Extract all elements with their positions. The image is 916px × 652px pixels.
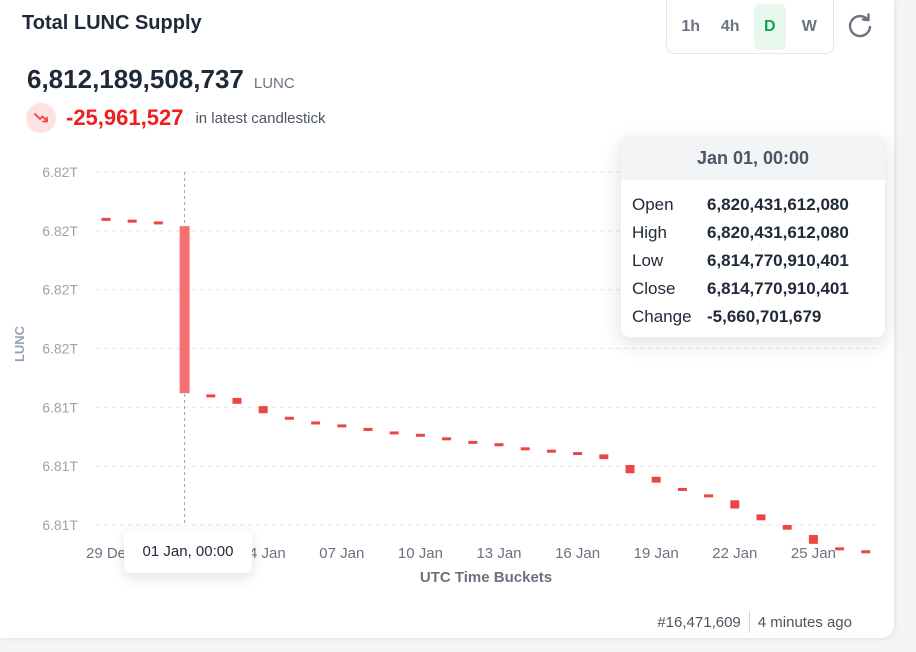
candle[interactable] (599, 454, 609, 460)
candle[interactable] (835, 547, 845, 551)
candle[interactable] (153, 221, 163, 225)
y-axis-ticks: 6.82T 6.82T 6.82T 6.82T 6.81T 6.81T 6.81T (42, 164, 78, 533)
tooltip-value: -5,660,701,679 (707, 307, 822, 326)
y-tick-label: 6.82T (42, 282, 78, 298)
candle[interactable] (468, 440, 478, 444)
crosshair-time-label: 01 Jan, 00:00 (124, 531, 252, 573)
timeframe-1h-button[interactable]: 1h (681, 17, 701, 35)
candle[interactable] (442, 437, 452, 441)
candle[interactable] (415, 433, 425, 437)
tooltip-key: Low (632, 251, 664, 270)
tooltip-key: Close (632, 279, 676, 298)
y-axis-label: LUNC (12, 325, 27, 362)
candle[interactable] (520, 447, 530, 451)
change-value: -25,961,527 (66, 105, 184, 130)
supply-value: 6,812,189,508,737 (27, 64, 244, 94)
candle[interactable] (808, 535, 818, 544)
candle[interactable] (311, 421, 321, 425)
tooltip-header: Jan 01, 00:00 (621, 137, 885, 180)
tooltip-value: 6,814,770,910,401 (707, 279, 849, 298)
updated-time: 4 minutes ago (757, 613, 852, 631)
tooltip-value: 6,814,770,910,401 (707, 251, 849, 270)
candle[interactable] (861, 550, 871, 554)
candle[interactable] (677, 487, 687, 491)
x-tick-label: 19 Jan (634, 545, 679, 562)
y-tick-label: 6.82T (42, 341, 78, 357)
y-tick-label: 6.82T (42, 164, 78, 180)
supply-summary: 6,812,189,508,737 LUNC (27, 64, 295, 95)
x-axis-title: UTC Time Buckets (420, 569, 552, 586)
timeframe-selector: 1h 4h D W (666, 0, 834, 54)
tooltip-row-low: Low 6,814,770,910,401 (621, 247, 885, 275)
y-tick-label: 6.81T (42, 517, 78, 533)
candle[interactable] (363, 427, 373, 431)
timeframe-4h-button[interactable]: 4h (720, 17, 740, 35)
y-tick-label: 6.81T (42, 458, 78, 474)
tooltip-value: 6,820,431,612,080 (707, 223, 849, 242)
x-tick-label: 22 Jan (712, 545, 757, 562)
candle[interactable] (101, 217, 111, 221)
y-tick-label: 6.82T (42, 223, 78, 239)
tooltip-key: Open (632, 195, 674, 214)
tooltip-row-close: Close 6,814,770,910,401 (621, 275, 885, 303)
candle[interactable] (232, 397, 242, 404)
candles (101, 217, 871, 554)
x-tick-label: 25 Jan (791, 545, 836, 562)
x-tick-label: 07 Jan (319, 545, 364, 562)
candle[interactable] (782, 525, 792, 530)
x-tick-label: 16 Jan (555, 545, 600, 562)
candle[interactable] (206, 394, 216, 398)
change-note: in latest candlestick (195, 109, 326, 127)
tooltip-row-change: Change -5,660,701,679 (621, 303, 885, 331)
y-tick-label: 6.81T (42, 399, 78, 415)
block-number-link[interactable]: #16,471,609 (657, 613, 741, 631)
supply-card: Total LUNC Supply 1h 4h D W 6,812,189,50… (0, 0, 894, 638)
candle[interactable] (546, 449, 556, 453)
candle[interactable] (127, 219, 137, 223)
candle[interactable] (179, 226, 190, 394)
candle[interactable] (756, 514, 766, 521)
change-summary: -25,961,527 in latest candlestick (26, 103, 326, 133)
candle[interactable] (337, 424, 347, 428)
tooltip-row-high: High 6,820,431,612,080 (621, 219, 885, 247)
tooltip-row-open: Open 6,820,431,612,080 (621, 191, 885, 219)
x-axis-ticks: 29 De 04 Jan 07 Jan 10 Jan 13 Jan 16 Jan 19 Ja… (86, 545, 836, 562)
candle[interactable] (389, 431, 399, 435)
candle[interactable] (704, 494, 714, 498)
x-tick-label: 13 Jan (476, 545, 521, 562)
trend-down-icon (26, 103, 56, 133)
candle-tooltip: Jan 01, 00:00 Open 6,820,431,612,080 Hig… (620, 136, 886, 338)
tooltip-key: Change (632, 307, 692, 326)
tooltip-key: High (632, 223, 667, 242)
timeframe-d-button[interactable]: D (753, 3, 786, 50)
refresh-icon[interactable] (846, 12, 874, 40)
x-tick-label: 10 Jan (398, 545, 443, 562)
tooltip-value: 6,820,431,612,080 (707, 195, 849, 214)
candle[interactable] (258, 406, 268, 414)
timeframe-w-button[interactable]: W (801, 17, 817, 35)
candle[interactable] (573, 452, 583, 456)
x-tick-label: 29 De (86, 545, 126, 562)
footer-divider (748, 611, 750, 633)
card-footer: #16,471,609 4 minutes ago (657, 611, 852, 633)
candle[interactable] (284, 416, 294, 420)
supply-candlestick-chart[interactable]: 6.82T 6.82T 6.82T 6.82T 6.81T 6.81T 6.81T LUNC… (0, 150, 894, 590)
candle[interactable] (651, 476, 661, 483)
candle[interactable] (494, 443, 504, 447)
candle[interactable] (730, 500, 740, 509)
candle[interactable] (625, 464, 635, 474)
supply-unit: LUNC (253, 75, 295, 92)
card-title: Total LUNC Supply (22, 12, 202, 34)
